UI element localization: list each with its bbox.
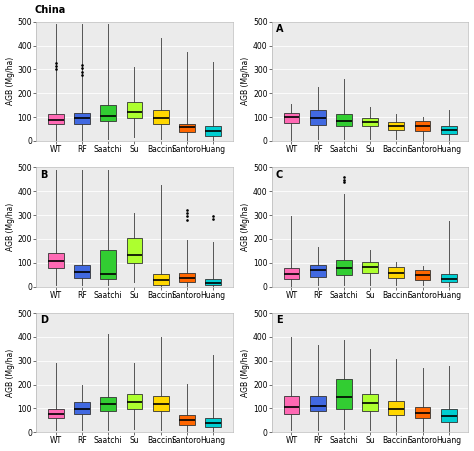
Bar: [74, 113, 90, 124]
Bar: [362, 262, 378, 273]
Bar: [362, 394, 378, 411]
Bar: [127, 239, 142, 263]
Y-axis label: AGB (Mg/ha): AGB (Mg/ha): [241, 349, 250, 397]
Bar: [283, 268, 299, 279]
Bar: [100, 397, 116, 411]
Bar: [441, 126, 456, 134]
Bar: [441, 274, 456, 282]
Bar: [153, 110, 169, 124]
Bar: [153, 396, 169, 411]
Text: C: C: [276, 170, 283, 180]
Bar: [100, 105, 116, 121]
Bar: [336, 260, 352, 275]
Bar: [310, 396, 326, 411]
Text: A: A: [276, 24, 283, 34]
Bar: [283, 113, 299, 123]
Bar: [310, 110, 326, 125]
Y-axis label: AGB (Mg/ha): AGB (Mg/ha): [241, 203, 250, 251]
Bar: [389, 122, 404, 129]
Text: B: B: [40, 170, 47, 180]
Y-axis label: AGB (Mg/ha): AGB (Mg/ha): [241, 57, 250, 106]
Bar: [415, 271, 430, 280]
Y-axis label: AGB (Mg/ha): AGB (Mg/ha): [6, 349, 15, 397]
Bar: [205, 419, 221, 427]
Bar: [205, 126, 221, 136]
Bar: [310, 265, 326, 276]
Bar: [205, 279, 221, 285]
Bar: [336, 379, 352, 409]
Bar: [153, 274, 169, 285]
Bar: [441, 409, 456, 422]
Bar: [74, 265, 90, 277]
Bar: [179, 124, 195, 132]
Bar: [100, 250, 116, 279]
Bar: [179, 273, 195, 282]
Bar: [127, 102, 142, 118]
Bar: [48, 409, 64, 419]
Bar: [127, 394, 142, 409]
Y-axis label: AGB (Mg/ha): AGB (Mg/ha): [6, 57, 15, 106]
Bar: [48, 114, 64, 124]
Bar: [415, 121, 430, 131]
Bar: [362, 118, 378, 126]
Bar: [389, 401, 404, 415]
Bar: [74, 402, 90, 414]
Text: D: D: [40, 315, 48, 325]
Bar: [415, 406, 430, 419]
Text: China: China: [34, 5, 65, 14]
Bar: [389, 267, 404, 277]
Y-axis label: AGB (Mg/ha): AGB (Mg/ha): [6, 203, 15, 251]
Bar: [179, 415, 195, 425]
Bar: [48, 253, 64, 268]
Bar: [283, 396, 299, 414]
Bar: [336, 114, 352, 126]
Text: E: E: [276, 315, 283, 325]
